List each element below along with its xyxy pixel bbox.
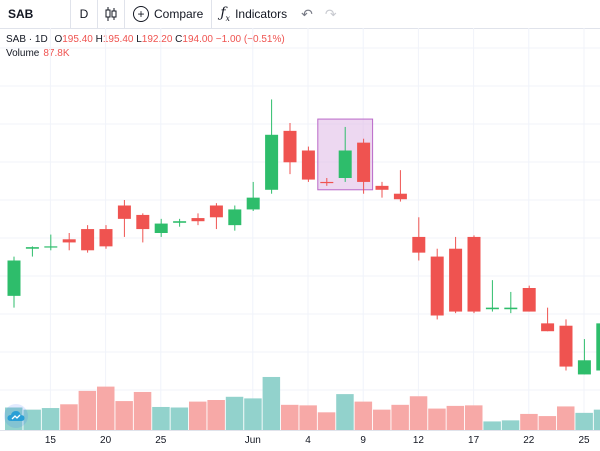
volume-bar xyxy=(483,421,501,430)
indicators-label: Indicators xyxy=(235,7,287,21)
candle-body xyxy=(118,206,131,219)
candle-body xyxy=(541,323,554,331)
candlestick-series xyxy=(8,99,600,374)
x-axis-tick: 9 xyxy=(360,435,366,446)
chart-grid xyxy=(0,28,600,430)
volume-bar xyxy=(79,391,97,430)
x-axis-tick: 12 xyxy=(413,435,424,446)
volume-bar xyxy=(594,410,600,430)
volume-bar xyxy=(134,392,152,430)
indicators-button[interactable]: ƒx Indicators xyxy=(212,0,295,28)
top-toolbar: SAB D + Compare ƒx Indicators ↶ ↷ xyxy=(0,0,600,29)
volume-bar xyxy=(60,404,77,430)
candle-body xyxy=(449,249,462,312)
candle-body xyxy=(412,237,425,253)
volume-bar xyxy=(281,405,299,430)
candle-body xyxy=(8,261,21,296)
volume-bars xyxy=(5,377,600,430)
x-axis-tick: Jun xyxy=(245,435,261,446)
compare-button[interactable]: + Compare xyxy=(125,0,211,28)
compare-label: Compare xyxy=(154,7,203,21)
volume-bar xyxy=(447,406,465,430)
function-icon: ƒx xyxy=(220,5,230,23)
x-axis-tick: 20 xyxy=(100,435,111,446)
volume-bar xyxy=(502,420,520,430)
undo-icon[interactable]: ↶ xyxy=(295,0,319,28)
x-axis-tick: 17 xyxy=(468,435,479,446)
volume-bar xyxy=(244,398,262,430)
candle-body xyxy=(26,247,39,249)
volume-bar xyxy=(299,405,317,430)
candle-body xyxy=(431,257,444,316)
volume-bar xyxy=(410,396,428,430)
volume-bar xyxy=(171,408,189,431)
redo-icon[interactable]: ↷ xyxy=(319,0,343,28)
candlestick-icon xyxy=(104,6,118,22)
candle-body xyxy=(339,151,352,179)
x-axis-tick: 22 xyxy=(523,435,534,446)
candle-body xyxy=(376,186,389,190)
x-axis-tick: 15 xyxy=(45,435,56,446)
volume-bar xyxy=(97,387,115,430)
candle-body xyxy=(596,323,600,370)
price-chart[interactable] xyxy=(0,28,600,430)
candle-body xyxy=(81,229,94,250)
tradingview-logo[interactable] xyxy=(4,404,28,428)
volume-bar xyxy=(539,416,557,430)
volume-bar xyxy=(115,401,132,430)
x-axis: 15 20 25 Jun 4 9 12 17 22 25 xyxy=(0,430,600,451)
volume-bar xyxy=(520,414,538,430)
cloud-logo-icon xyxy=(7,410,25,422)
symbol-label: SAB xyxy=(8,7,33,21)
volume-bar xyxy=(373,410,391,430)
volume-bar xyxy=(226,397,244,430)
volume-bar xyxy=(355,402,373,430)
volume-bar xyxy=(465,405,483,430)
candle-body xyxy=(284,131,297,162)
volume-bar xyxy=(575,413,593,430)
candle-body xyxy=(210,206,223,218)
x-axis-tick: 25 xyxy=(155,435,166,446)
volume-bar xyxy=(428,409,446,430)
x-axis-tick: 25 xyxy=(578,435,589,446)
candle-body xyxy=(247,198,260,210)
candle-body xyxy=(192,218,205,221)
volume-bar xyxy=(189,402,207,430)
volume-bar xyxy=(391,405,409,430)
symbol-search-button[interactable]: SAB xyxy=(0,0,70,28)
candle-body xyxy=(578,360,591,374)
volume-bar xyxy=(318,412,336,430)
volume-bar xyxy=(42,408,60,430)
candle-body xyxy=(228,209,241,225)
candle-body xyxy=(394,194,407,200)
candle-body xyxy=(357,143,370,182)
volume-bar xyxy=(336,394,354,430)
candle-body xyxy=(173,221,186,223)
candle-body xyxy=(100,229,113,246)
candle-body xyxy=(504,308,517,310)
candle-body xyxy=(136,215,149,229)
candle-body xyxy=(155,224,168,233)
interval-label: D xyxy=(80,7,89,21)
volume-bar xyxy=(207,400,225,430)
candle-body xyxy=(468,237,481,312)
volume-bar xyxy=(557,406,575,430)
candle-body xyxy=(302,151,315,180)
volume-bar xyxy=(152,407,170,430)
candle-body xyxy=(44,246,57,247)
candle-body xyxy=(265,135,278,190)
candle-body xyxy=(63,239,76,242)
x-axis-tick: 4 xyxy=(305,435,311,446)
candle-body xyxy=(560,326,573,367)
add-circle-icon: + xyxy=(133,6,149,22)
candle-body xyxy=(486,308,499,310)
interval-button[interactable]: D xyxy=(71,0,97,28)
candle-body xyxy=(320,182,333,183)
chart-type-button[interactable] xyxy=(98,0,124,28)
volume-bar xyxy=(263,377,281,430)
candle-body xyxy=(523,288,536,312)
